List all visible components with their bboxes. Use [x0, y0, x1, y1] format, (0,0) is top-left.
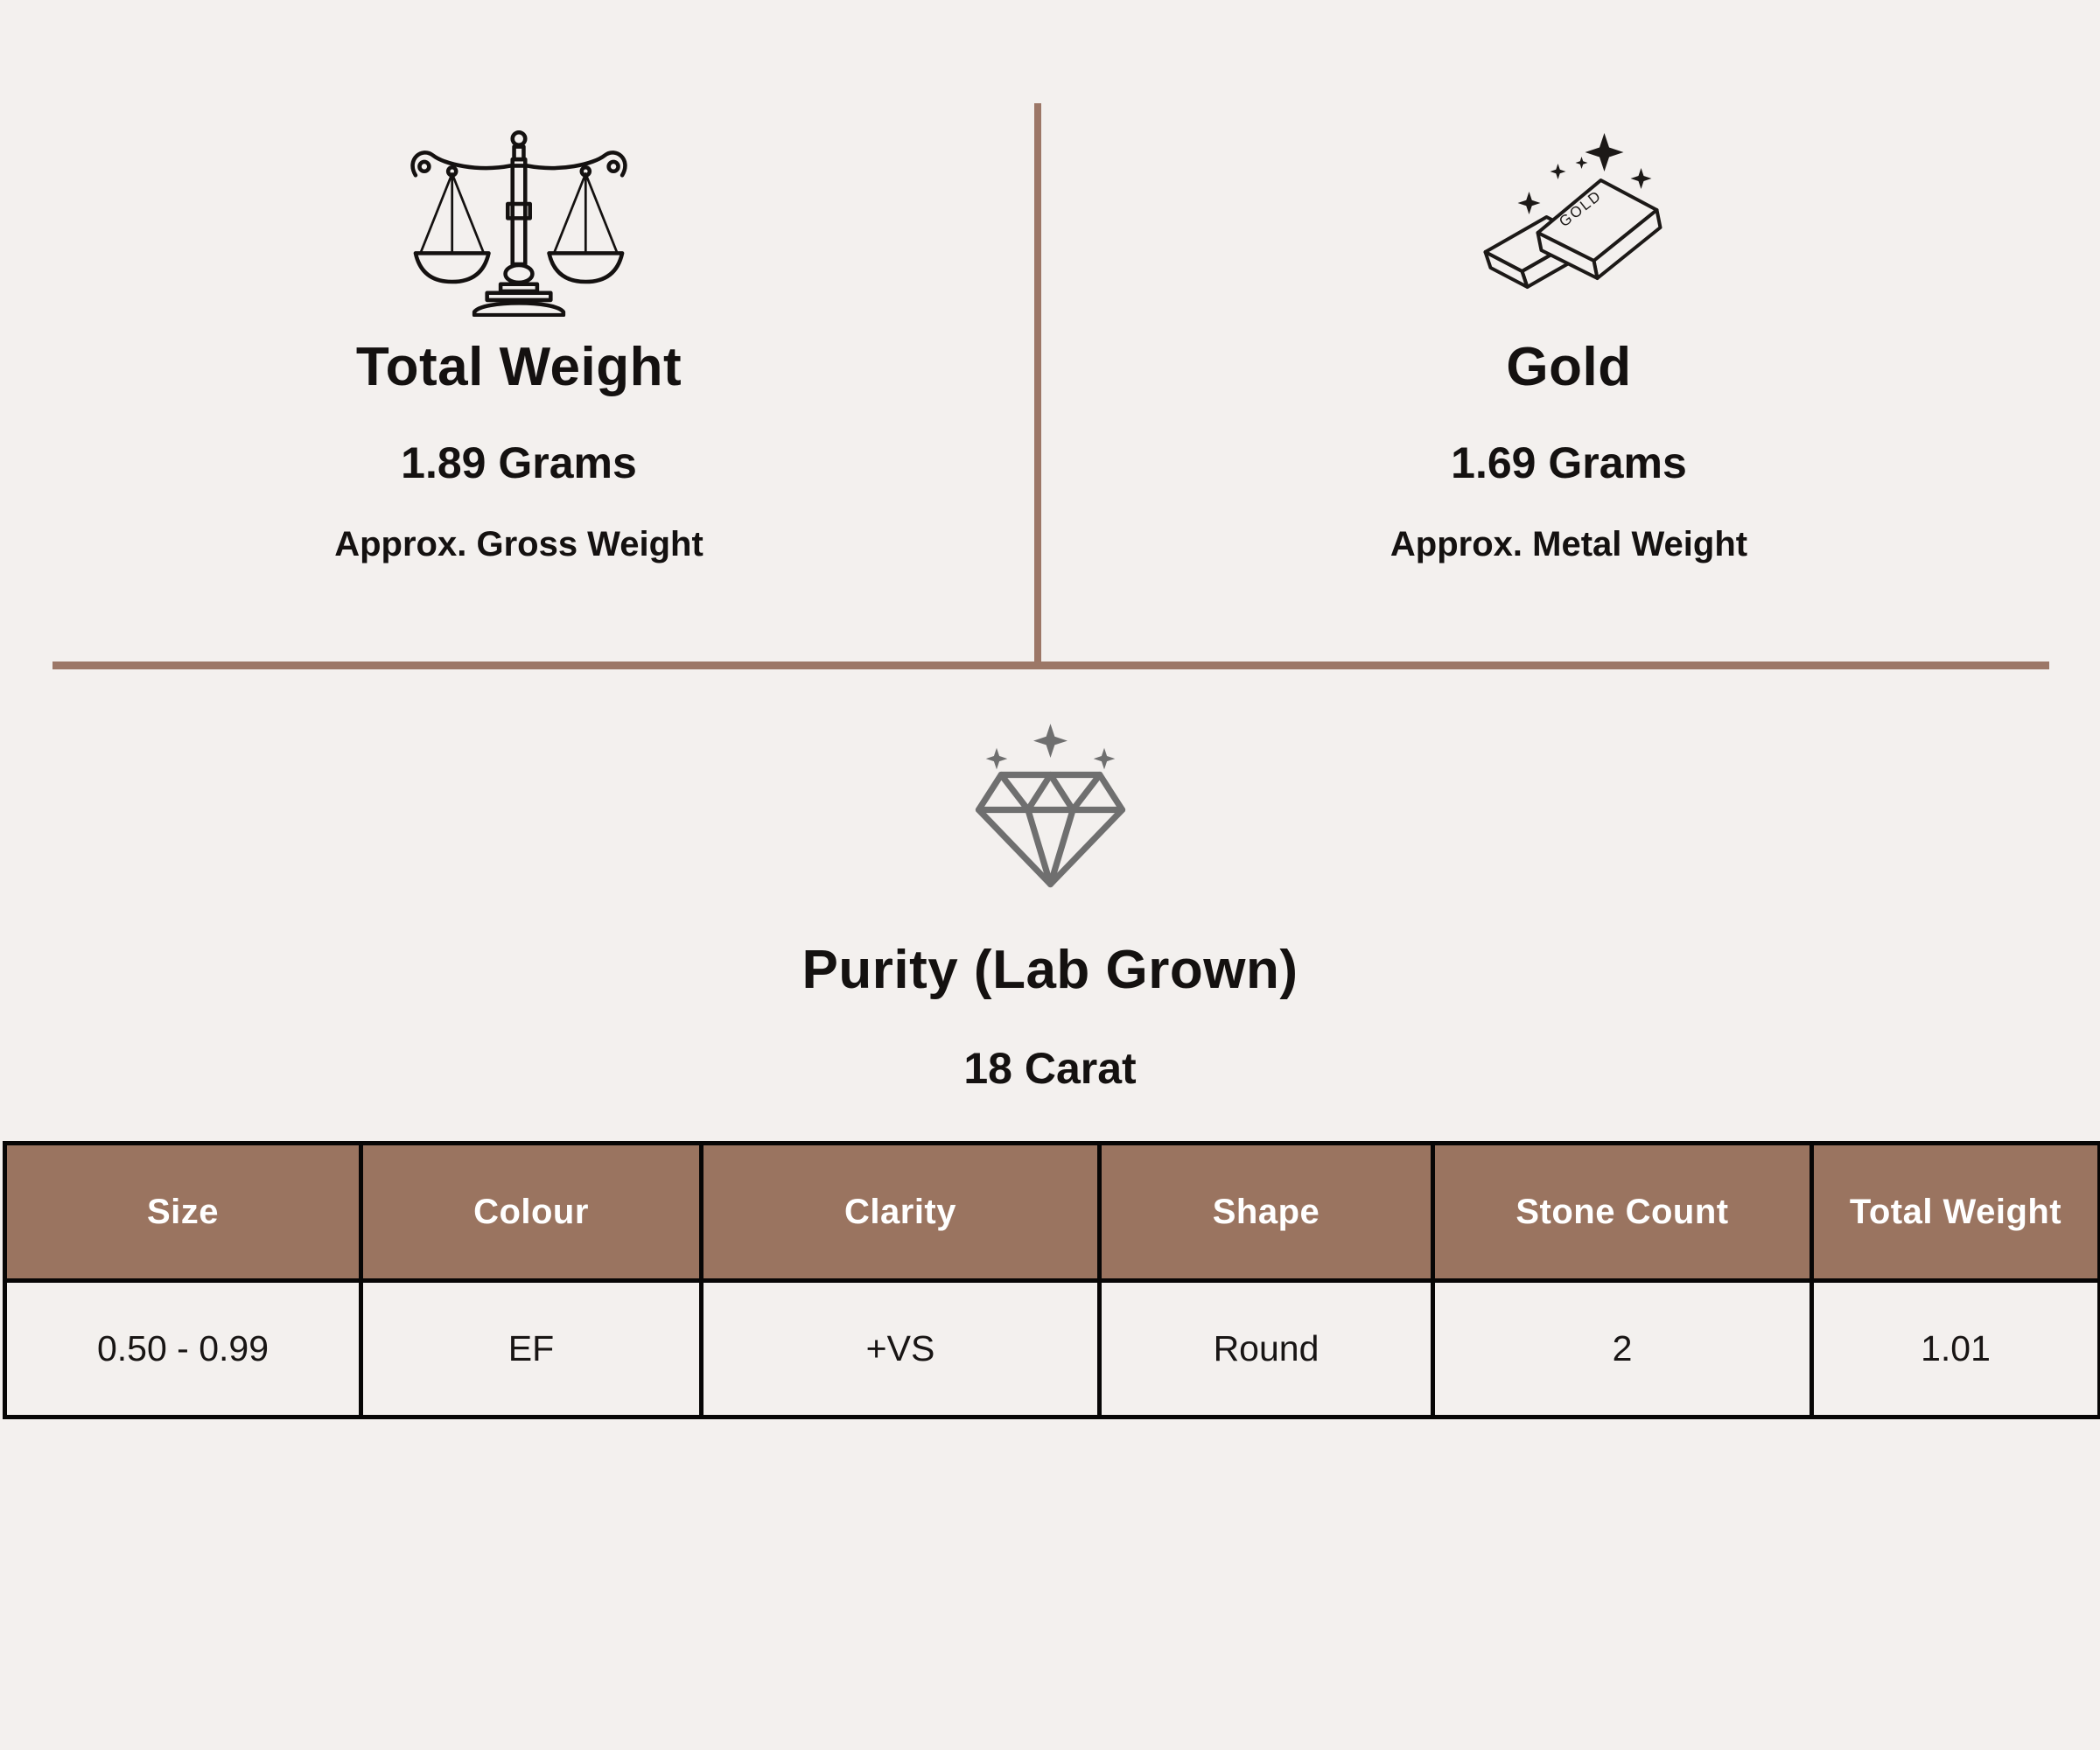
- total-weight-title: Total Weight: [355, 337, 682, 397]
- col-header-shape: Shape: [1097, 1141, 1435, 1283]
- gold-bars-icon: GOLD: [1471, 130, 1668, 313]
- table-header-row: Size Colour Clarity Shape Stone Count To…: [3, 1141, 2100, 1283]
- gold-title: Gold: [1506, 337, 1632, 397]
- cell-total-weight: 1.01: [1810, 1278, 2100, 1419]
- gold-note: Approx. Metal Weight: [1390, 524, 1748, 564]
- cell-colour: EF: [359, 1278, 704, 1419]
- balance-scale-icon: [396, 130, 641, 317]
- total-weight-block: Total Weight 1.89 Grams Approx. Gross We…: [0, 0, 1038, 662]
- diamond-icon: [961, 724, 1140, 893]
- col-header-clarity: Clarity: [699, 1141, 1102, 1283]
- col-header-size: Size: [3, 1141, 363, 1283]
- vertical-divider: [1034, 103, 1041, 662]
- col-header-stone-count: Stone Count: [1431, 1141, 1814, 1283]
- cell-shape: Round: [1097, 1278, 1435, 1419]
- cell-stone-count: 2: [1431, 1278, 1814, 1419]
- purity-title: Purity (Lab Grown): [802, 940, 1298, 1000]
- cell-size: 0.50 - 0.99: [3, 1278, 363, 1419]
- purity-section: Purity (Lab Grown) 18 Carat: [0, 669, 2100, 1094]
- gold-block: GOLD Gold 1.69 Grams Approx. Metal Weigh…: [1038, 0, 2100, 662]
- col-header-colour: Colour: [359, 1141, 704, 1283]
- total-weight-value: 1.89 Grams: [401, 438, 637, 488]
- total-weight-note: Approx. Gross Weight: [334, 524, 704, 564]
- col-header-total-weight: Total Weight: [1810, 1141, 2100, 1283]
- purity-value: 18 Carat: [963, 1044, 1137, 1093]
- weights-section: Total Weight 1.89 Grams Approx. Gross We…: [0, 0, 2100, 662]
- gold-value: 1.69 Grams: [1451, 438, 1687, 488]
- table-row: 0.50 - 0.99 EF +VS Round 2 1.01: [3, 1278, 2100, 1419]
- cell-clarity: +VS: [699, 1278, 1102, 1419]
- horizontal-divider: [52, 662, 2049, 669]
- diamond-spec-table: Size Colour Clarity Shape Stone Count To…: [3, 1141, 2100, 1419]
